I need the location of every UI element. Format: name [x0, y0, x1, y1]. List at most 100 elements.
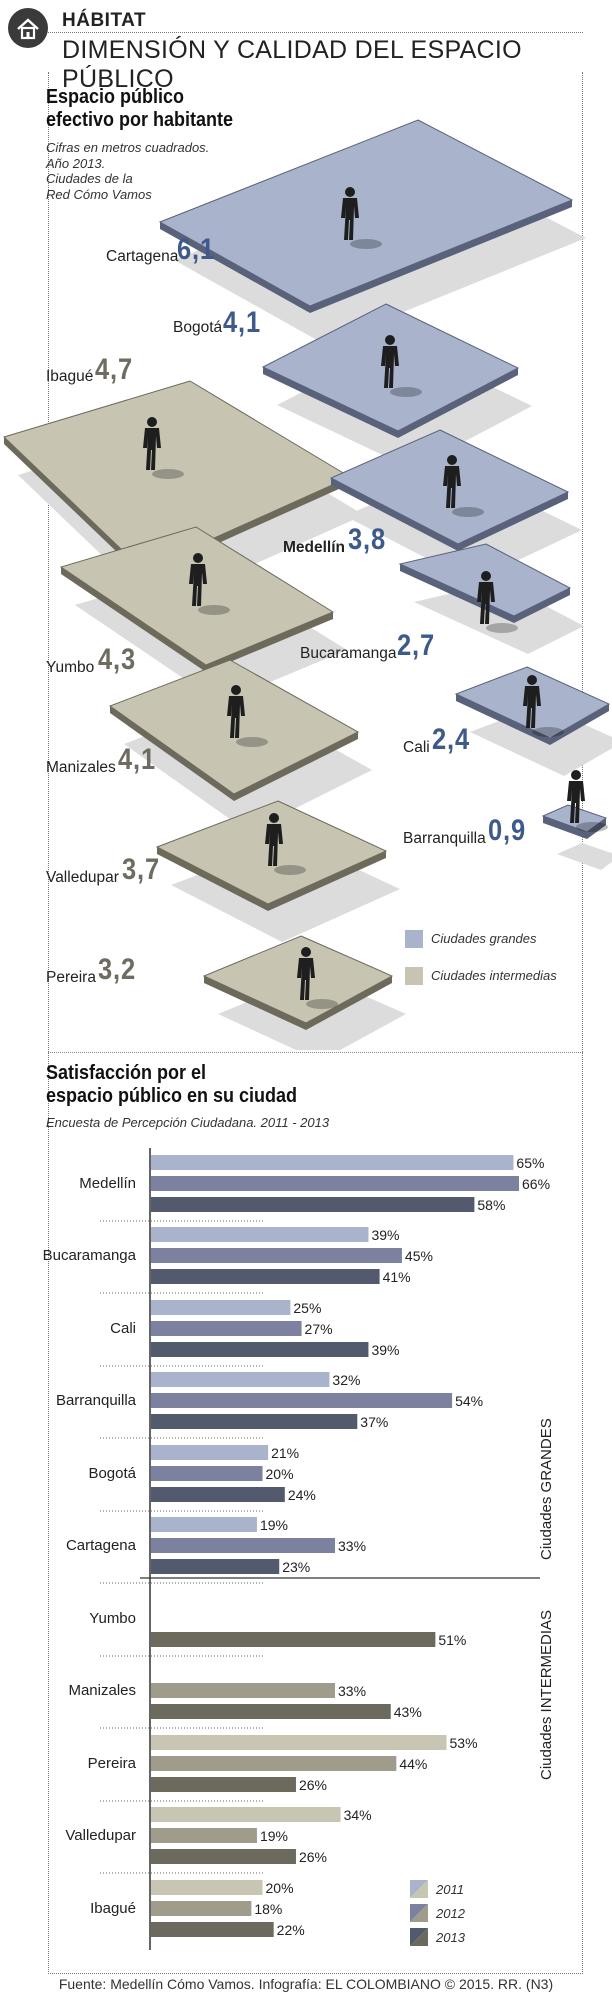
category-label: Manizales — [68, 1682, 136, 1699]
city-value-valledupar: 3,7 — [122, 853, 161, 886]
category-label: Ibagué — [90, 1900, 136, 1917]
legend-swatch-intermedias — [405, 967, 423, 985]
legend-item-2013: 2013 — [410, 1928, 466, 1946]
bar-2012 — [151, 1321, 302, 1336]
city-value-cali: 2,4 — [432, 723, 471, 756]
plate-edge-left — [331, 478, 458, 551]
page-title: DIMENSIÓN Y CALIDAD DEL ESPACIO PÚBLICO — [62, 36, 522, 93]
person-shadow — [306, 999, 338, 1009]
bar-value-label: 37% — [360, 1414, 388, 1430]
plate-edge-right — [306, 976, 392, 1030]
city-name-manizales: Manizales — [46, 759, 116, 776]
bar-2013 — [151, 1197, 475, 1212]
space-section-title: Espacio público efectivo por habitante — [46, 86, 233, 132]
bar-value-label: 26% — [299, 1849, 327, 1865]
bar-2012 — [151, 1756, 397, 1771]
bar-value-label: 19% — [260, 1517, 288, 1533]
person-icon — [381, 335, 399, 388]
plate-edge-right — [550, 704, 609, 745]
city-name-bucaramanga: Bucaramanga — [300, 645, 397, 662]
bar-value-label: 39% — [371, 1342, 399, 1358]
person-shadow — [350, 239, 382, 249]
city-value-yumbo: 4,3 — [98, 643, 137, 676]
bar-2011 — [151, 1155, 514, 1170]
legend-year-label: 2011 — [435, 1882, 464, 1897]
section-divider — [48, 1052, 583, 1053]
person-shadow — [152, 469, 184, 479]
plate-edge-left — [400, 564, 514, 623]
source-credit: Fuente: Medellín Cómo Vamos. Infografía:… — [58, 1976, 554, 1992]
category-label: Medellín — [79, 1175, 136, 1192]
plate-edge-right — [310, 200, 572, 313]
category-label: Yumbo — [89, 1610, 136, 1627]
bar-value-label: 45% — [405, 1248, 433, 1264]
bar-value-label: 43% — [394, 1704, 422, 1720]
plate-edge-left — [263, 367, 398, 438]
group-label-grandes: Ciudades GRANDES — [538, 1418, 555, 1560]
bar-value-label: 24% — [288, 1487, 316, 1503]
plate-edge-left — [160, 222, 310, 313]
legend-year-label: 2012 — [435, 1906, 466, 1921]
plate-edge-right — [514, 588, 570, 623]
category-label: Bogotá — [88, 1465, 136, 1482]
space-section-subtitle: Cifras en metros cuadrados. Año 2013. Ci… — [46, 140, 209, 202]
bar-value-label: 19% — [260, 1828, 288, 1844]
bar-value-label: 21% — [271, 1445, 299, 1461]
plate-yumbo — [59, 526, 335, 666]
legend-year-label: 2013 — [435, 1930, 466, 1945]
city-name-bogotá: Bogotá — [173, 319, 223, 336]
space-sub-line1: Cifras en metros cuadrados. — [46, 140, 210, 155]
legend-label-grandes: Ciudades grandes — [431, 931, 537, 946]
city-value-pereira: 3,2 — [98, 953, 137, 986]
satisfaction-subtitle: Encuesta de Percepción Ciudadana. 2011 -… — [46, 1115, 330, 1130]
legend-label-intermedias: Ciudades intermedias — [431, 968, 557, 983]
home-icon — [8, 8, 48, 48]
bar-value-label: 25% — [293, 1300, 321, 1316]
city-name-cali: Cali — [403, 739, 430, 756]
city-name-pereira: Pereira — [46, 969, 96, 986]
city-name-medellín: Medellín — [283, 539, 346, 556]
plate-barranquilla — [541, 804, 608, 833]
section-tag: HÁBITAT — [62, 10, 147, 31]
bar-value-label: 27% — [305, 1321, 333, 1337]
city-name-cartagena: Cartagena — [106, 248, 179, 265]
city-value-bogotá: 4,1 — [223, 306, 262, 339]
bar-value-label: 51% — [438, 1632, 466, 1648]
person-shadow — [236, 737, 268, 747]
plate-edge-left — [456, 694, 550, 745]
bar-value-label: 33% — [338, 1538, 366, 1554]
person-shadow — [198, 605, 230, 615]
plate-edge-left — [157, 847, 268, 911]
space-sub-line2: Año 2013. — [46, 155, 106, 171]
person-icon — [227, 685, 245, 738]
plate-edge-right — [268, 851, 386, 911]
bar-2012 — [151, 1176, 519, 1191]
bar-value-label: 32% — [332, 1372, 360, 1388]
bar-value-label: 26% — [299, 1777, 327, 1793]
bar-2011 — [151, 1445, 269, 1460]
city-value-bucaramanga: 2,7 — [397, 629, 436, 662]
space-title-line1: Espacio público — [46, 86, 185, 108]
person-shadow — [390, 387, 422, 397]
plate-shadow — [414, 582, 584, 654]
person-icon — [443, 455, 461, 508]
plate-edge-left — [543, 816, 587, 839]
bar-2013 — [151, 1487, 285, 1502]
category-label: Cartagena — [66, 1537, 137, 1554]
bar-2013 — [151, 1632, 436, 1647]
bar-2013 — [151, 1704, 391, 1719]
space-title-line2: efectivo por habitante — [46, 109, 234, 131]
person-shadow — [274, 865, 306, 875]
bar-2012 — [151, 1901, 252, 1916]
bar-value-label: 23% — [282, 1559, 310, 1575]
bar-value-label: 34% — [344, 1807, 372, 1823]
satisfaction-title-line1: Satisfacción por el — [46, 1062, 207, 1084]
bar-2013 — [151, 1269, 380, 1284]
city-name-barranquilla: Barranquilla — [403, 830, 486, 847]
plate-edge-left — [61, 567, 206, 672]
space-plates-illustration — [3, 119, 612, 1050]
person-shadow — [576, 822, 608, 832]
space-sub-line4: Red Cómo Vamos — [46, 186, 152, 202]
bar-2011 — [151, 1517, 257, 1532]
